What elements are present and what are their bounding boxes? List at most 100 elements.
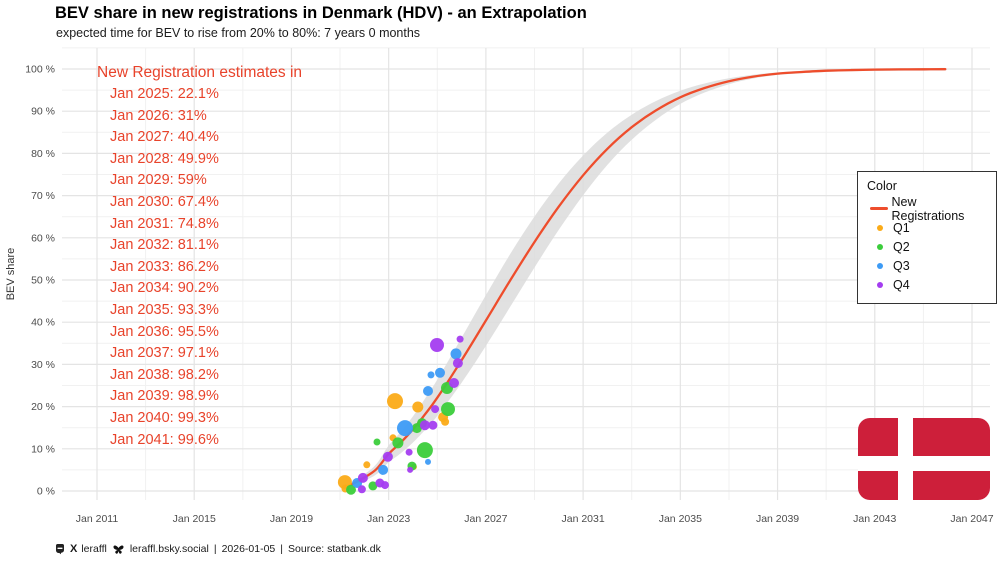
chart-subtitle: expected time for BEV to rise from 20% t…	[56, 26, 421, 40]
data-point-q2	[373, 438, 381, 446]
y-tick-label: 20 %	[31, 401, 55, 413]
estimate-line: Jan 2028: 49.9%	[110, 150, 219, 167]
data-point-q2	[416, 442, 433, 459]
legend-title: Color	[867, 179, 897, 193]
scatter-series-q4	[357, 335, 464, 494]
legend-item-new-registrations: New Registrations	[867, 195, 987, 223]
legend-label: New Registrations	[891, 194, 965, 223]
scatter-series-q3	[352, 348, 462, 488]
estimate-line: Jan 2030: 67.4%	[110, 193, 219, 210]
data-point-q4	[357, 472, 368, 483]
estimate-line: Jan 2039: 98.9%	[110, 388, 219, 405]
flag-cross-horizontal	[858, 456, 990, 471]
legend-label: Q2	[893, 239, 910, 254]
separator: |	[280, 543, 284, 555]
estimate-line: Jan 2040: 99.3%	[110, 409, 219, 426]
x-tick-label: Jan 2023	[367, 513, 410, 525]
legend-box: Color New Registrations Q1 Q2 Q3 Q4	[857, 171, 997, 304]
legend-swatch	[867, 207, 891, 210]
estimate-line: Jan 2038: 98.2%	[110, 366, 219, 383]
denmark-flag-icon	[858, 418, 990, 500]
data-point-q3	[427, 371, 435, 379]
data-point-q4	[452, 358, 463, 369]
y-tick-label: 80 %	[31, 148, 55, 160]
data-point-q4	[431, 405, 440, 414]
legend-swatch	[867, 262, 893, 269]
data-point-q3	[435, 367, 445, 378]
data-point-q2	[441, 402, 455, 417]
estimate-line: Jan 2033: 86.2%	[110, 258, 219, 275]
legend-label: Q4	[893, 277, 910, 292]
estimate-annotations: New Registration estimates in Jan 2025: …	[97, 62, 302, 451]
legend-item-q3: Q3	[867, 256, 987, 275]
legend-swatch	[867, 224, 893, 231]
data-point-q3	[425, 458, 431, 465]
mastodon-icon	[56, 543, 64, 554]
data-point-q3	[397, 420, 413, 437]
legend-item-q4: Q4	[867, 275, 987, 294]
legend-label: Q1	[893, 220, 910, 235]
data-point-q4	[357, 485, 366, 494]
y-tick-label: 60 %	[31, 232, 55, 244]
estimate-line: Jan 2026: 31%	[110, 107, 207, 124]
x-tick-label: Jan 2043	[853, 513, 896, 525]
estimate-line: Jan 2035: 93.3%	[110, 301, 219, 318]
footer-source: Source: statbank.dk	[288, 543, 381, 555]
data-point-q4	[456, 335, 464, 343]
y-tick-label: 50 %	[31, 275, 55, 287]
new-registrations-line	[347, 68, 947, 488]
x-tick-label: Jan 2047	[950, 513, 993, 525]
estimate-line: Jan 2037: 97.1%	[110, 345, 219, 362]
bluesky-butterfly-icon	[113, 545, 124, 554]
data-point-q3	[450, 348, 462, 360]
y-axis-label: BEV share	[5, 248, 17, 301]
footer-date: 2026-01-05	[221, 543, 276, 555]
y-tick-label: 100 %	[25, 64, 55, 76]
bluesky-handle: leraffl.bsky.social	[129, 543, 209, 555]
y-tick-label: 30 %	[31, 359, 55, 371]
data-point-q4	[419, 420, 430, 431]
data-point-q4	[428, 420, 438, 430]
x-tick-label: Jan 2011	[76, 513, 119, 525]
data-point-q4	[405, 448, 413, 456]
data-point-q4	[381, 481, 389, 490]
data-point-q2	[368, 481, 378, 491]
y-tick-label: 10 %	[31, 443, 55, 455]
separator: |	[213, 543, 217, 555]
data-point-q1	[441, 417, 450, 426]
mastodon-handle: leraffl	[81, 543, 107, 555]
estimate-line: Jan 2027: 40.4%	[110, 129, 219, 146]
legend-rows: New Registrations Q1 Q2 Q3 Q4	[867, 195, 987, 294]
estimate-line: Jan 2032: 81.1%	[110, 237, 219, 254]
x-icon: X	[70, 543, 77, 555]
x-tick-label: Jan 2031	[562, 513, 605, 525]
data-point-q1	[412, 401, 424, 413]
legend-swatch	[867, 243, 893, 250]
data-point-q4	[449, 378, 459, 388]
x-tick-label: Jan 2019	[270, 513, 313, 525]
x-tick-label: Jan 2035	[659, 513, 702, 525]
data-point-q1	[387, 393, 403, 410]
data-point-q4	[407, 466, 414, 473]
y-tick-label: 70 %	[31, 190, 55, 202]
data-point-q1	[363, 461, 371, 469]
data-point-q4	[430, 338, 444, 352]
legend-item-q1: Q1	[867, 218, 987, 237]
data-point-q3	[378, 464, 389, 475]
estimate-lines: Jan 2025: 22.1% Jan 2026: 31% Jan 2027: 40…	[97, 84, 302, 451]
estimate-line: Jan 2029: 59%	[110, 172, 207, 189]
legend-label: Q3	[893, 258, 910, 273]
data-point-q2	[392, 437, 404, 449]
y-tick-label: 0 %	[37, 486, 55, 498]
confidence-band	[348, 67, 946, 488]
legend-item-q2: Q2	[867, 237, 987, 256]
estimate-line: Jan 2041: 99.6%	[110, 431, 219, 448]
legend-swatch	[867, 281, 893, 288]
estimate-line: Jan 2036: 95.5%	[110, 323, 219, 340]
x-tick-label: Jan 2039	[756, 513, 799, 525]
x-tick-label: Jan 2027	[464, 513, 507, 525]
data-point-q3	[423, 386, 433, 396]
chart-title: BEV share in new registrations in Denmar…	[55, 4, 587, 22]
